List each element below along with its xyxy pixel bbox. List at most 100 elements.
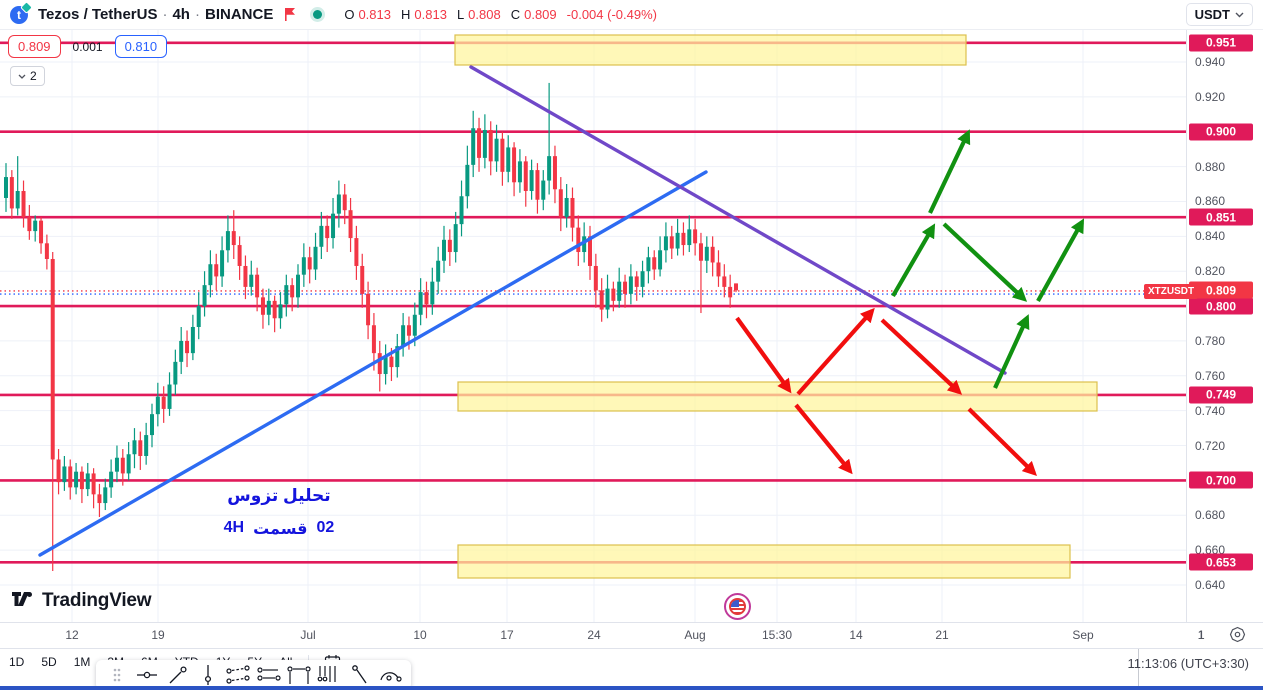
candle-body bbox=[605, 288, 610, 310]
candle-body bbox=[675, 232, 680, 249]
range-button-5D[interactable]: 5D bbox=[41, 655, 57, 669]
market-status-icon[interactable] bbox=[313, 10, 323, 19]
object-tree-collapse-button[interactable]: 2 bbox=[10, 66, 45, 86]
projection-arrow-up bbox=[993, 314, 1030, 389]
projection-arrow-up bbox=[891, 223, 936, 298]
candle-body bbox=[628, 276, 633, 294]
rectangle-tool-icon[interactable] bbox=[286, 662, 312, 688]
candle-body bbox=[325, 225, 330, 239]
candle-body bbox=[56, 459, 61, 483]
candle-body bbox=[663, 236, 668, 251]
vertical-line-tool-icon[interactable] bbox=[195, 662, 221, 688]
price-level-badge: 0.951 bbox=[1189, 34, 1253, 52]
price-level-badge: 0.851 bbox=[1189, 208, 1253, 226]
separator: · bbox=[194, 6, 200, 23]
close-label: C bbox=[510, 7, 521, 22]
candle-body bbox=[442, 239, 446, 261]
candle-body bbox=[290, 285, 295, 298]
candle-body bbox=[634, 276, 639, 287]
price-axis-tick: 0.940 bbox=[1195, 55, 1226, 69]
separator: · bbox=[162, 6, 168, 23]
candle-body bbox=[313, 246, 318, 270]
price-axis-tick: 0.860 bbox=[1195, 194, 1226, 209]
price-axis[interactable]: 0.940 0.920 0.880 0.860 0.840 0.820 0.780 0.760… bbox=[1186, 30, 1263, 622]
horizontal-line-tool-icon[interactable] bbox=[134, 662, 160, 688]
currency-selector[interactable]: USDT bbox=[1185, 3, 1253, 26]
candle-body bbox=[471, 128, 476, 165]
candle-body bbox=[447, 239, 452, 253]
candle-body bbox=[237, 245, 242, 266]
flat-channel-tool-icon[interactable] bbox=[256, 662, 282, 688]
projection-arrow-up bbox=[928, 129, 971, 214]
candle-body bbox=[512, 147, 517, 183]
candle-body bbox=[179, 340, 184, 362]
candle-body bbox=[617, 281, 622, 301]
candle-body bbox=[395, 346, 400, 368]
candle-body bbox=[120, 457, 125, 474]
candle-body bbox=[582, 236, 587, 253]
candle-body bbox=[710, 246, 715, 263]
projection-arrow-down bbox=[735, 316, 792, 394]
time-axis-label: 19 bbox=[151, 628, 165, 642]
projection-arrow-down bbox=[796, 307, 875, 396]
annotation-line2: 4H قسمت 02 bbox=[214, 519, 344, 539]
parallel-channel-tool-icon[interactable] bbox=[225, 662, 251, 688]
candle-body bbox=[97, 494, 102, 504]
candle-body bbox=[319, 225, 324, 247]
candle-body bbox=[167, 384, 172, 409]
symbol-title-button[interactable]: Tezos / TetherUS · 4h · BINANCE bbox=[38, 6, 273, 23]
time-axis[interactable]: 1 12 19 Jul 10 17 24 Aug 15:30 14 21 Sep 1 bbox=[0, 622, 1263, 648]
ohlc-readout: O 0.813 H 0.813 L 0.808 C 0.809 -0.004 (… bbox=[344, 7, 663, 22]
gear-icon[interactable] bbox=[1229, 626, 1246, 648]
candle-body bbox=[535, 170, 540, 200]
pitchfork-tool-icon[interactable] bbox=[347, 662, 373, 688]
bid-price-badge[interactable]: 0.809 bbox=[8, 35, 61, 58]
exchange-label: BINANCE bbox=[204, 6, 274, 23]
candle-body bbox=[9, 177, 14, 209]
currency-label: USDT bbox=[1194, 7, 1230, 22]
candle-body bbox=[243, 265, 248, 287]
candle-body bbox=[523, 161, 528, 192]
range-button-1D[interactable]: 1D bbox=[9, 655, 25, 669]
candle-body bbox=[406, 325, 411, 336]
quote-panel: 0.809 0.001 0.810 bbox=[8, 35, 168, 58]
time-scrollbar-handle[interactable] bbox=[1124, 649, 1154, 690]
economic-event-icon[interactable] bbox=[724, 593, 751, 620]
candle-body bbox=[564, 197, 569, 218]
annotation-part-word: قسمت bbox=[253, 521, 308, 538]
open-label: O bbox=[344, 7, 355, 22]
price-level-badge: 0.700 bbox=[1189, 471, 1253, 489]
candle-body bbox=[126, 454, 131, 474]
bars-pattern-tool-icon[interactable] bbox=[316, 662, 342, 688]
candle-body bbox=[27, 217, 32, 232]
candle-body bbox=[482, 129, 487, 158]
price-axis-tick: 0.840 bbox=[1195, 229, 1226, 244]
candle-body bbox=[331, 213, 336, 239]
flag-icon[interactable] bbox=[283, 7, 297, 22]
last-price-badge: 0.809 bbox=[1189, 281, 1253, 299]
tradingview-logo-text: TradingView bbox=[42, 590, 152, 611]
candle-body bbox=[15, 191, 20, 209]
trend-line-tool-icon[interactable] bbox=[165, 662, 191, 688]
clock[interactable]: 11:13:06 (UTC+3:30) bbox=[1127, 656, 1249, 671]
range-button-1M[interactable]: 1M bbox=[73, 655, 91, 669]
annotation-4h: 4H bbox=[223, 519, 245, 536]
price-axis-tick: 0.720 bbox=[1195, 438, 1226, 453]
annotation-part-number: 02 bbox=[316, 519, 335, 536]
candle-body bbox=[436, 260, 441, 282]
time-axis-label: 12 bbox=[65, 628, 79, 642]
chevron-down-icon bbox=[1235, 12, 1244, 17]
time-axis-label: 15:30 bbox=[761, 628, 793, 642]
price-chart-canvas[interactable] bbox=[0, 0, 1186, 622]
symbol-toolbar: t Tezos / TetherUS · 4h · BINANCE O 0.81… bbox=[0, 0, 1263, 30]
candle-body bbox=[658, 250, 663, 270]
tradingview-logo[interactable]: TradingView bbox=[12, 590, 152, 612]
candle-body bbox=[529, 170, 534, 192]
candle-body bbox=[734, 283, 738, 291]
arc-tool-icon[interactable] bbox=[377, 662, 403, 688]
tezos-logo-icon: t bbox=[10, 0, 33, 25]
ask-price-badge[interactable]: 0.810 bbox=[114, 35, 168, 58]
drag-handle[interactable] bbox=[104, 662, 130, 688]
high-label: H bbox=[401, 7, 411, 22]
